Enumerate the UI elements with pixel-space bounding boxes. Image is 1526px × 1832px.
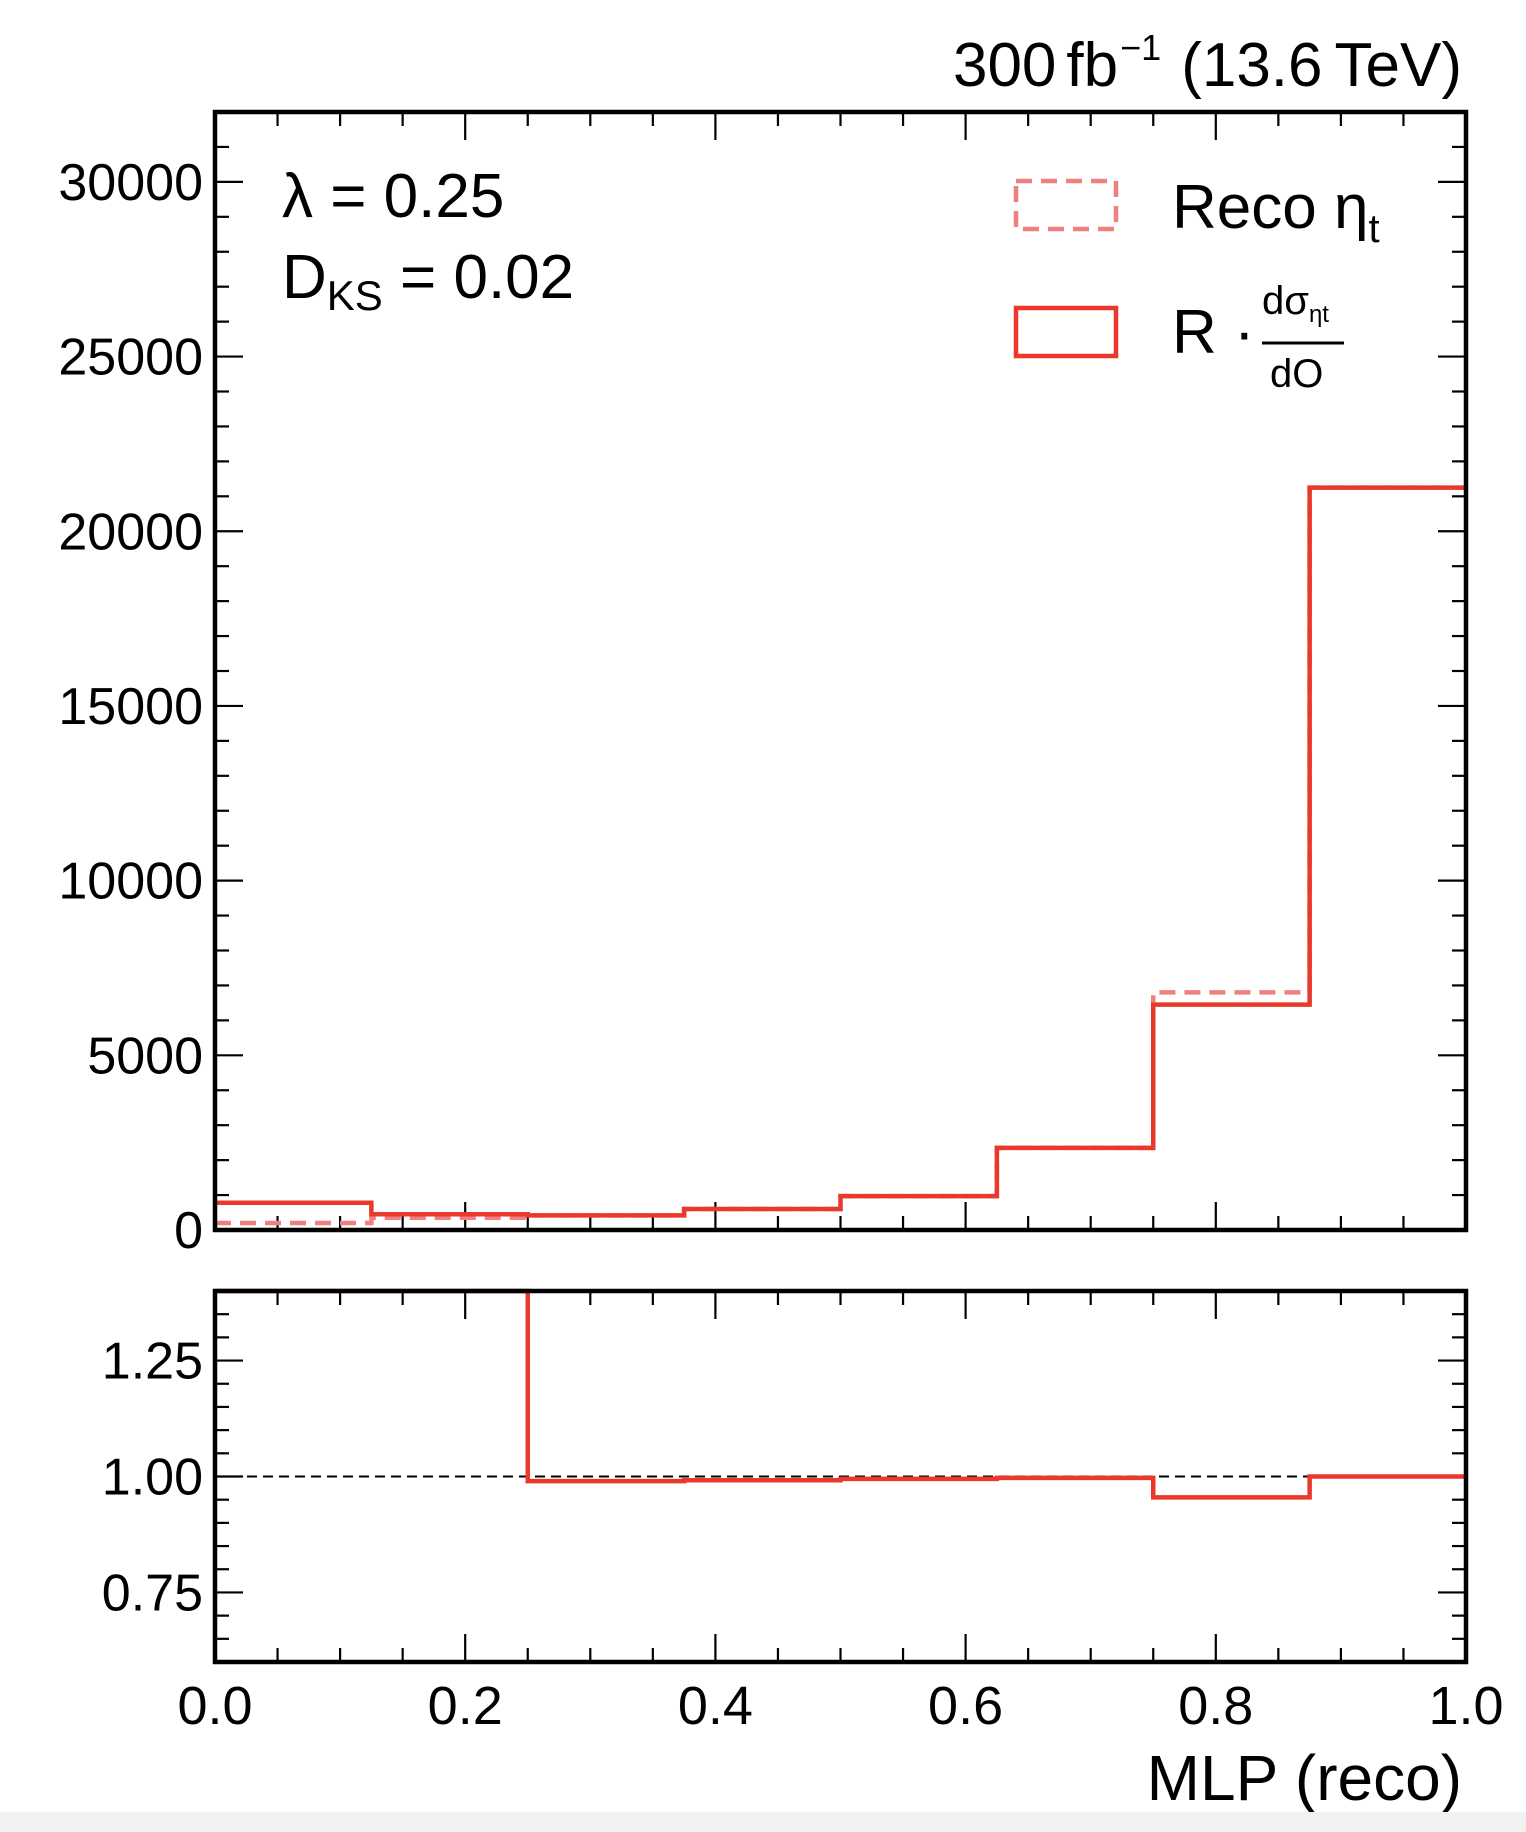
legend: Reco ηt R · dσηt dO — [1013, 173, 1380, 396]
lumi-unit: fb — [1066, 31, 1118, 100]
main-panel: 0 5000 10000 15000 20000 25000 30000 — [58, 109, 1469, 1260]
ratio-histogram — [215, 1288, 1466, 1500]
dks-symbol: D — [282, 243, 327, 312]
x-tick-labels: 0.0 0.2 0.4 0.6 0.8 1.0 — [177, 1676, 1503, 1736]
main-frame — [212, 109, 1469, 1233]
main-y-tick-labels: 0 5000 10000 15000 20000 25000 30000 — [58, 154, 203, 1260]
main-y-tick-label: 5000 — [87, 1027, 203, 1085]
ratio-ticks — [213, 1289, 1468, 1664]
dks-subscript: KS — [327, 272, 383, 319]
legend-model-swatch — [1013, 305, 1119, 359]
legend-model-prefix: R · — [1172, 298, 1255, 367]
x-tick-label: 0.2 — [428, 1676, 503, 1736]
main-y-tick-label: 0 — [174, 1202, 203, 1260]
energy-value: (13.6 — [1181, 31, 1322, 100]
main-y-tick-label: 15000 — [58, 678, 203, 736]
x-axis-label: MLP (reco) — [1147, 1742, 1462, 1814]
legend-frac-num-sub: ηt — [1309, 301, 1329, 328]
legend-frac-num-text: dσ — [1262, 279, 1309, 323]
window-bottom-edge — [0, 1812, 1526, 1832]
lumi-value: 300 — [953, 31, 1056, 100]
ratio-y-tick-labels: 0.75 1.00 1.25 — [102, 1333, 203, 1623]
ratio-y-tick-label: 0.75 — [102, 1564, 203, 1622]
legend-reco-text: Reco η — [1172, 173, 1368, 242]
legend-reco-sub: t — [1368, 207, 1379, 251]
x-tick-label: 0.6 — [928, 1676, 1003, 1736]
main-y-tick-label: 30000 — [58, 154, 203, 212]
energy-unit: TeV) — [1335, 31, 1462, 100]
x-tick-label: 0.4 — [678, 1676, 753, 1736]
reco-histogram — [215, 485, 1466, 1226]
main-y-tick-label: 20000 — [58, 503, 203, 561]
ratio-y-tick-label: 1.25 — [102, 1333, 203, 1391]
ratio-y-tick-label: 1.00 — [102, 1449, 203, 1507]
lumi-exponent: −1 — [1120, 27, 1161, 68]
model-histogram — [215, 485, 1466, 1218]
legend-reco-swatch — [1013, 178, 1119, 232]
x-tick-label: 1.0 — [1428, 1676, 1503, 1736]
main-y-tick-label: 10000 — [58, 853, 203, 911]
lumi-label: 300 fb−1 (13.6 TeV) — [953, 27, 1462, 100]
legend-reco-label: Reco ηt — [1172, 173, 1380, 251]
legend-frac-numerator: dσηt — [1262, 279, 1329, 328]
dks-annotation: DKS = 0.02 — [282, 243, 574, 319]
ratio-frame — [212, 1288, 1469, 1665]
main-y-tick-label: 25000 — [58, 329, 203, 387]
x-tick-label: 0.0 — [177, 1676, 252, 1736]
dks-value: = 0.02 — [383, 243, 574, 312]
main-histograms — [215, 485, 1466, 1226]
lambda-annotation: λ = 0.25 — [282, 162, 504, 231]
ratio-panel: 0.75 1.00 1.25 0.0 0.2 0.4 0.6 0.8 1.0 — [102, 1288, 1504, 1736]
legend-frac-denominator: dO — [1270, 352, 1323, 396]
x-tick-label: 0.8 — [1178, 1676, 1253, 1736]
ratio-histograms — [215, 1288, 1466, 1500]
main-ticks — [213, 110, 1468, 1232]
